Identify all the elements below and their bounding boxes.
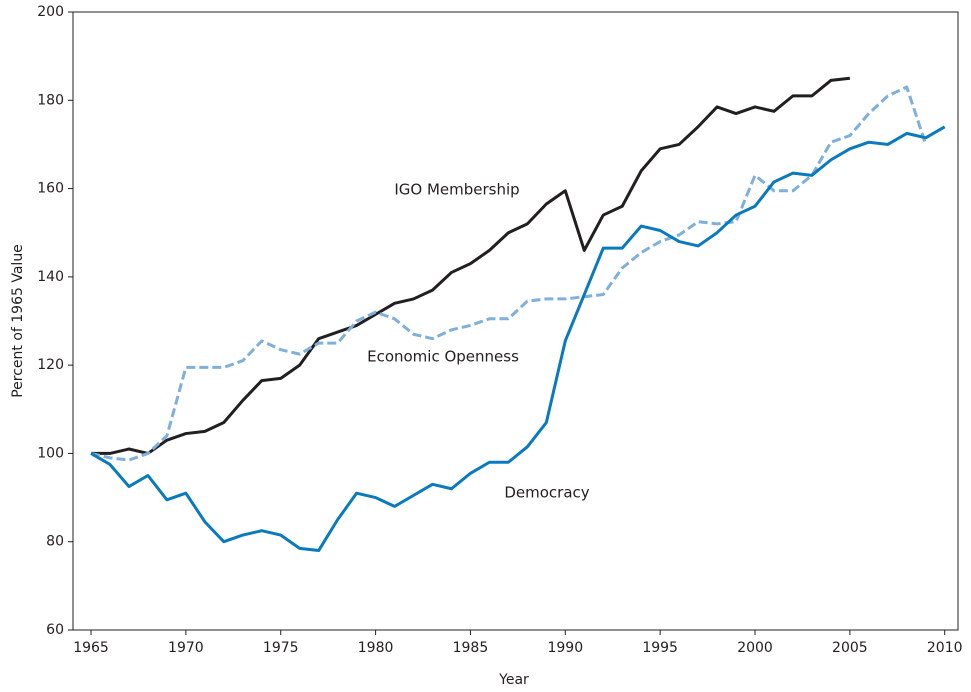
series-label: IGO Membership: [394, 181, 519, 199]
y-tick-label: 180: [37, 92, 64, 108]
y-tick-label: 100: [37, 445, 64, 461]
x-tick-label: 1990: [547, 640, 583, 656]
x-tick-label: 2000: [737, 640, 773, 656]
x-tick-label: 2010: [927, 640, 963, 656]
x-axis-label: Year: [498, 672, 529, 688]
y-tick-label: 60: [46, 622, 64, 638]
y-tick-label: 120: [37, 357, 64, 373]
y-tick-label: 160: [37, 181, 64, 197]
x-tick-label: 1975: [263, 640, 299, 656]
series-label: Democracy: [504, 484, 589, 502]
series-line: [90, 85, 928, 462]
series-line: [91, 76, 851, 455]
y-tick-label: 200: [37, 4, 64, 20]
series-label: Economic Openness: [367, 348, 519, 366]
x-tick-label: 2005: [832, 640, 868, 656]
plot-frame: [72, 11, 959, 631]
series-line: [90, 125, 946, 553]
x-tick-label: 1965: [73, 640, 109, 656]
x-tick-label: 1970: [168, 640, 204, 656]
y-tick-label: 80: [46, 534, 64, 550]
y-axis-label: Percent of 1965 Value: [10, 244, 26, 398]
y-tick-label: 140: [37, 269, 64, 285]
x-tick-label: 1985: [453, 640, 489, 656]
x-tick-label: 1980: [358, 640, 394, 656]
x-tick-label: 1995: [642, 640, 678, 656]
